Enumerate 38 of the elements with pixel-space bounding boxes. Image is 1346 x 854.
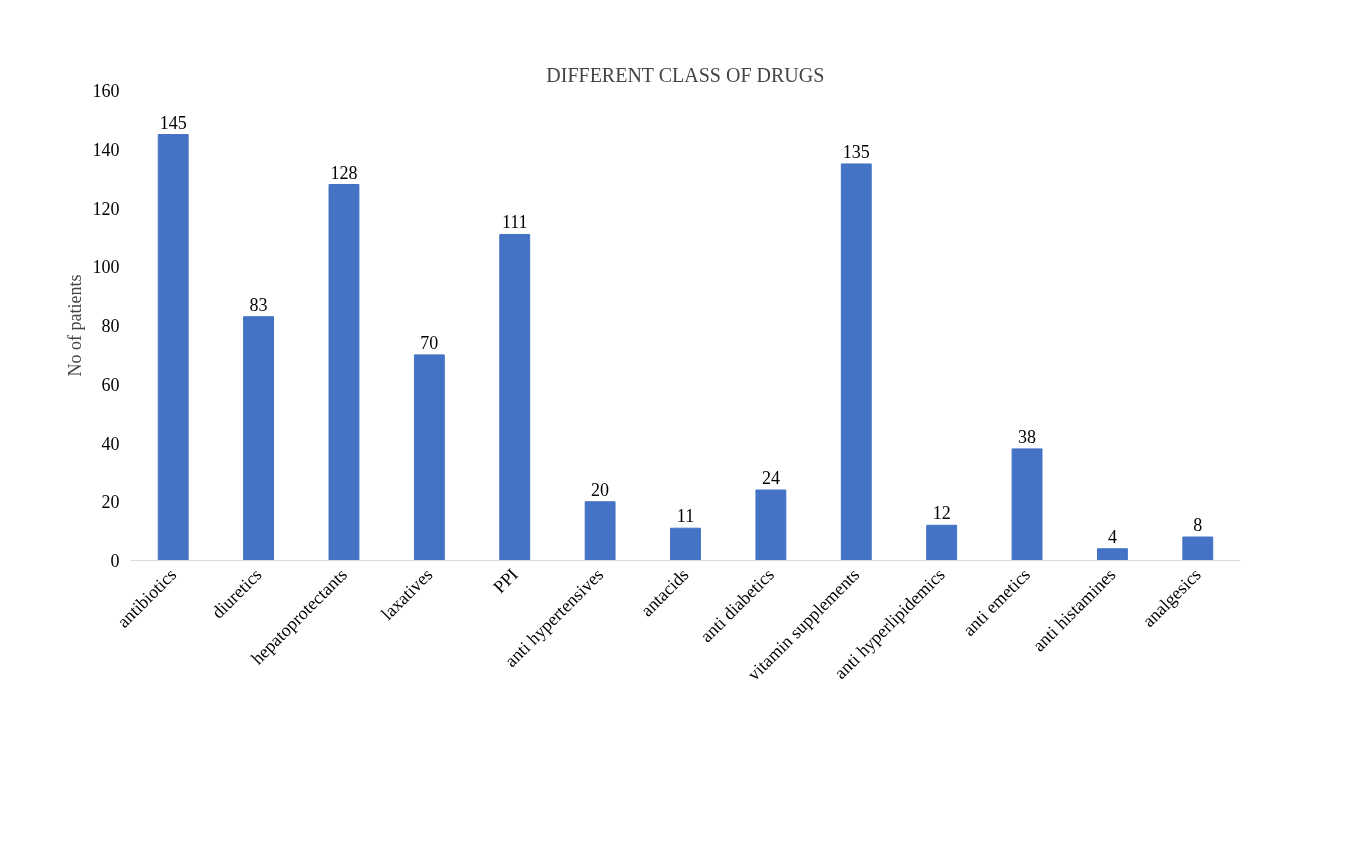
x-tick-label: PPI [489,564,522,597]
y-tick-label: 100 [92,257,120,278]
bar [499,233,531,561]
bar [1096,548,1128,561]
bar [328,184,360,561]
bar [413,354,445,561]
bar [670,527,701,561]
y-tick-label: 0 [110,551,120,571]
chart-title: DIFFERENT CLASS OF DRUGS [546,63,825,86]
data-label: 70 [420,332,439,353]
data-label: 135 [842,141,870,162]
data-label: 8 [1193,515,1203,535]
y-tick-label: 80 [101,316,120,336]
y-tick-label: 160 [92,81,120,101]
bar [157,134,189,561]
y-tick-label: 20 [101,492,120,513]
bar [755,489,787,561]
bar [584,501,616,561]
data-label: 4 [1107,526,1117,547]
data-label: 24 [761,468,780,488]
data-label: 111 [501,212,528,233]
data-label: 83 [249,294,268,315]
data-label: 145 [159,112,187,133]
y-axis-title: No of patients [64,274,85,377]
data-label: 20 [591,479,610,500]
y-tick-label: 60 [101,374,120,395]
data-label: 12 [932,503,951,524]
bar [926,524,958,561]
data-label: 38 [1018,426,1037,447]
data-label: 128 [330,162,358,183]
bar [243,316,275,561]
y-tick-label: 140 [92,139,120,160]
bar [1011,448,1043,561]
bar [1182,536,1214,561]
data-label: 11 [676,506,695,527]
bar [840,163,872,561]
y-tick-label: 120 [92,198,120,219]
y-tick-label: 40 [101,433,120,454]
